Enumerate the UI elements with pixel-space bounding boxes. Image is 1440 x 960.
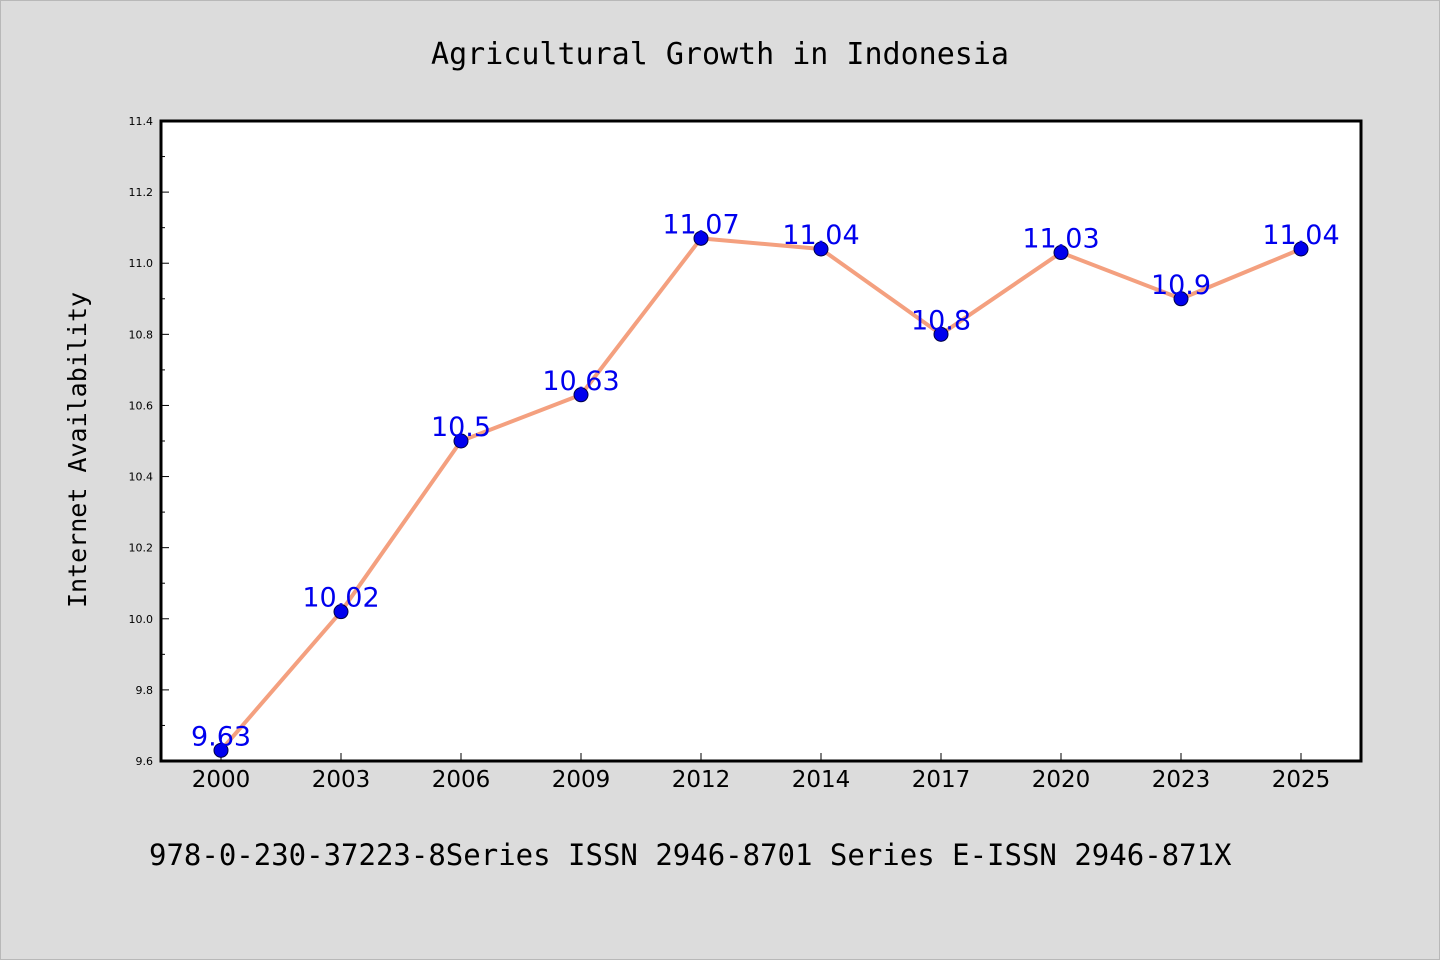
x-tick-label: 2020 [1032,767,1091,793]
data-label: 11.07 [662,209,739,240]
y-tick-label: 10.8 [129,328,154,341]
y-tick-label: 9.6 [136,755,154,768]
data-point [573,387,589,403]
data-point [453,433,469,449]
y-tick-label: 11.2 [129,186,154,199]
data-point [1173,291,1189,307]
series-line-group [219,236,1302,752]
y-tick-label: 11.4 [129,115,154,128]
x-tick-label: 2003 [312,767,371,793]
x-tick-label: 2023 [1152,767,1211,793]
data-labels: 9.63 10.02 10.5 10.63 11.07 11.04 10.8 11.03 10.… [191,209,1340,752]
data-point [1293,241,1309,257]
data-point [813,241,829,257]
x-tick-label: 2025 [1272,767,1331,793]
y-tick-label: 10.4 [129,471,154,484]
data-label: 10.63 [542,366,619,397]
data-label: 9.63 [191,721,251,752]
data-point [333,604,349,620]
y-tick-label: 10.0 [129,613,154,626]
data-label: 11.04 [782,220,859,251]
chart-title: Agricultural Growth in Indonesia [431,37,1009,72]
y-axis-label: Internet Availability [63,292,92,608]
data-point [693,230,709,246]
x-tick-label: 2012 [672,767,731,793]
data-label: 11.04 [1262,220,1339,251]
data-label: 11.03 [1022,224,1099,255]
data-point [213,742,229,758]
y-tick-label: 10.2 [129,542,154,555]
data-label: 10.9 [1151,270,1211,301]
y-axis-ticks: 9.6 9.8 10.0 10.2 10.4 10.6 10.8 11.0 11.2 11.4 [129,115,169,768]
data-label: 10.02 [302,583,379,614]
series-line [219,236,1302,752]
data-point [1053,245,1069,261]
plot-area [159,119,1363,763]
footer-text: 978-0-230-37223-8Series ISSN 2946-8701 S… [149,838,1232,872]
x-tick-label: 2014 [792,767,851,793]
y-tick-label: 11.0 [129,257,154,270]
x-tick-label: 2000 [192,767,251,793]
x-tick-label: 2006 [432,767,491,793]
y-tick-label: 9.8 [136,684,154,697]
x-axis-ticks: 2000 2003 2006 2009 2012 2014 2017 2020 2023 2025 [192,753,1331,793]
data-point [933,326,949,342]
series-markers [213,230,1309,758]
y-tick-label: 10.6 [129,399,154,412]
x-tick-label: 2017 [912,767,971,793]
x-tick-label: 2009 [552,767,611,793]
data-label: 10.5 [431,412,491,443]
data-label: 10.8 [911,305,971,336]
